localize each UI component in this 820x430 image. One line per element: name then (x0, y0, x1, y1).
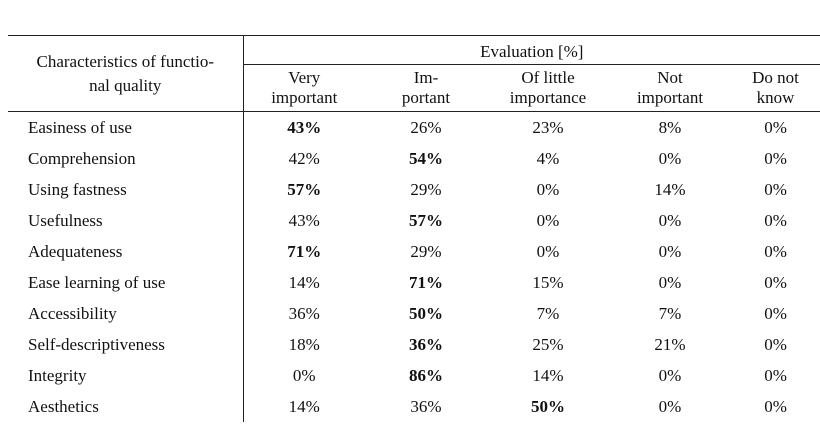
highest-value-cell: 57% (287, 179, 322, 199)
highest-value-cell: 54% (409, 148, 443, 168)
table-cell: 18% (288, 334, 320, 354)
column-header-very-important: Very important (243, 64, 365, 112)
table-cell: 36% (288, 303, 320, 323)
table-cell: 0% (764, 334, 787, 354)
highest-value-cell: 36% (409, 334, 443, 354)
table-cell: 50% (487, 391, 609, 422)
row-label: Using fastness (8, 173, 244, 205)
row-label: Comprehension (8, 142, 244, 174)
table-cell: 0% (658, 210, 682, 230)
table-cell: 57% (365, 205, 487, 236)
table-cell: 54% (365, 143, 487, 174)
table-cell: 0% (764, 210, 787, 230)
corner-header-line-1: Characteristics of functio- (36, 51, 215, 71)
table-body: Easiness of use 43% 26% 23% 8% 0% Comprehensio… (8, 111, 820, 422)
row-label: Accessibility (8, 297, 244, 329)
table-cell: 14% (288, 396, 320, 416)
table-row: Easiness of use 43% 26% 23% 8% 0% (8, 111, 820, 143)
table-cell: 23% (487, 111, 609, 143)
table-cell: 14% (288, 272, 320, 292)
evaluation-group-header: Evaluation [%] (243, 35, 820, 65)
table-row: Integrity 0% 86% 14% 0% 0% (8, 359, 820, 391)
table-cell: 43% (288, 210, 320, 230)
table-cell: 0% (658, 396, 682, 416)
table-row: Ease learning of use 14% 71% 15% 0% 0% (8, 266, 820, 298)
table-cell: 0% (658, 365, 682, 385)
table-cell: 0% (658, 241, 682, 261)
table-cell: 0% (764, 241, 787, 261)
table-cell: 0% (536, 210, 560, 230)
corner-header-line-2: nal quality (89, 75, 162, 95)
column-header-of-little-importance: Of little importance (487, 64, 609, 112)
table-cell: 0% (536, 179, 560, 199)
table-row: Usefulness 43% 57% 0% 0% 0% (8, 204, 820, 236)
table-cell: 29% (410, 179, 442, 199)
table-cell: 7% (536, 303, 560, 323)
table-row: Using fastness 57% 29% 0% 14% 0% (8, 173, 820, 205)
table-cell: 0% (731, 111, 820, 143)
highest-value-cell: 43% (287, 117, 322, 137)
evaluation-table: Characteristics of functio- nal quality … (8, 35, 820, 422)
highest-value-cell: 57% (409, 210, 443, 230)
row-label: Adequateness (8, 235, 244, 267)
highest-value-cell: 71% (287, 241, 322, 261)
highest-value-cell: 50% (409, 303, 443, 323)
table-cell: 43% (243, 111, 365, 143)
table-cell: 36% (365, 329, 487, 360)
table-cell: 0% (764, 396, 787, 416)
table-cell: 4% (536, 148, 560, 168)
row-label: Integrity (8, 359, 244, 391)
table-cell: 86% (365, 360, 487, 391)
table-cell: 0% (764, 148, 787, 168)
table-cell: 0% (764, 272, 787, 292)
table-cell: 42% (288, 148, 320, 168)
highest-value-cell: 71% (409, 272, 443, 292)
table-cell: 0% (764, 179, 787, 199)
table-row: Comprehension 42% 54% 4% 0% 0% (8, 142, 820, 174)
table-cell: 26% (365, 111, 487, 143)
column-header-not-important: Not important (609, 64, 731, 112)
column-header-do-not-know: Do not know (731, 64, 820, 112)
evaluation-table-container: Characteristics of functio- nal quality … (8, 35, 820, 422)
table-cell: 0% (292, 365, 316, 385)
table-cell: 21% (654, 334, 686, 354)
highest-value-cell: 50% (531, 396, 565, 416)
table-row: Accessibility 36% 50% 7% 7% 0% (8, 297, 820, 329)
corner-header: Characteristics of functio- nal quality (8, 35, 244, 112)
table-cell: 0% (658, 272, 682, 292)
table-cell: 36% (410, 396, 442, 416)
table-row: Self-descriptiveness 18% 36% 25% 21% 0% (8, 328, 820, 360)
table-cell: 50% (365, 298, 487, 329)
table-cell: 14% (654, 179, 686, 199)
table-cell: 7% (658, 303, 682, 323)
column-header-row: Very important Im-portant Of little import… (8, 64, 820, 112)
column-header-important: Im-portant (365, 64, 487, 112)
table-cell: 25% (532, 334, 564, 354)
table-cell: 71% (365, 267, 487, 298)
table-row: Adequateness 71% 29% 0% 0% 0% (8, 235, 820, 267)
row-label: Aesthetics (8, 390, 244, 422)
table-cell: 14% (532, 365, 564, 385)
row-label: Ease learning of use (8, 266, 244, 298)
highest-value-cell: 86% (409, 365, 443, 385)
table-cell: 57% (243, 174, 365, 205)
row-label: Easiness of use (8, 111, 244, 143)
row-label: Usefulness (8, 204, 244, 236)
table-cell: 0% (658, 148, 682, 168)
table-cell: 29% (410, 241, 442, 261)
table-cell: 0% (536, 241, 560, 261)
table-cell: 0% (764, 303, 787, 323)
row-label: Self-descriptiveness (8, 328, 244, 360)
table-cell: 15% (532, 272, 564, 292)
group-header-row: Characteristics of functio- nal quality … (8, 35, 820, 112)
table-cell: 8% (609, 111, 731, 143)
table-row: Aesthetics 14% 36% 50% 0% 0% (8, 390, 820, 422)
table-cell: 0% (764, 365, 787, 385)
table-cell: 71% (243, 236, 365, 267)
